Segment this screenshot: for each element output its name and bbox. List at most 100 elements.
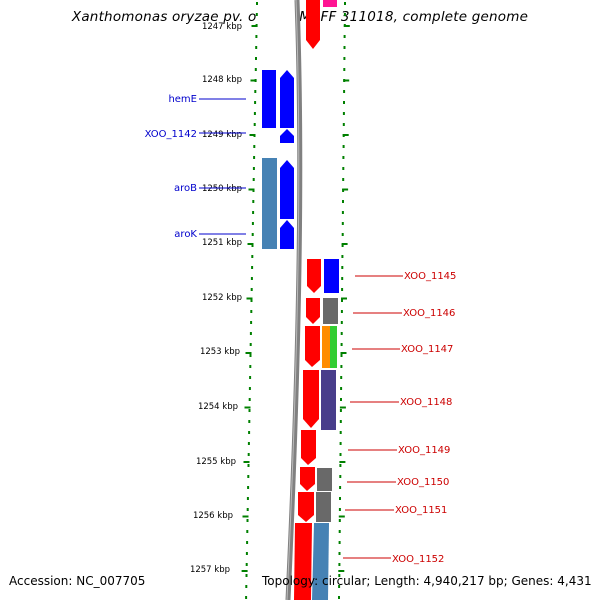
gene-red-5[interactable] [300,467,315,491]
gene-XOO_1146[interactable] [323,298,338,324]
scale-tick [252,200,255,203]
scale-major-tick [248,188,255,191]
gene-red-3[interactable] [305,326,320,367]
scale-tick [340,398,342,401]
scale-tick [251,266,254,269]
scale-tick [339,453,342,456]
gene-XOO_1151[interactable] [316,492,331,522]
scale-tick [253,145,256,148]
topology-text: Topology: circular; Length: 4,940,217 bp… [262,574,592,588]
gene-XOO_1150[interactable] [317,468,332,491]
scale-tick [250,310,253,313]
scale-tick [250,277,253,280]
scale-tick [245,574,248,577]
scale-tick [341,299,343,302]
right-gene-track [294,259,339,600]
scale-tick [339,486,342,489]
scale-tick [254,101,257,104]
scale-tick [342,167,345,170]
gene-label-aroB[interactable]: aroB [174,183,197,194]
scale-major-tick [247,243,254,245]
gene-box-top-magenta[interactable] [323,0,337,7]
scale-major-tick [343,25,350,27]
gene-XOO_1148[interactable] [321,370,336,430]
gene-XOO_1152[interactable] [312,523,329,600]
gene-red-7[interactable] [294,523,312,600]
kbp-label: 1247 kbp [202,22,242,32]
scale-tick [255,35,258,38]
gene-XOO_1147-b[interactable] [330,326,337,368]
scale-tick [339,497,341,500]
gene-label-XOO_1148[interactable]: XOO_1148 [400,397,452,408]
scale-major-tick [241,570,248,572]
scale-tick [248,409,251,412]
gene-XOO_1145[interactable] [324,259,339,293]
scale-tick-ruler [241,2,350,599]
scale-tick [339,409,342,412]
scale-tick [250,299,253,302]
gene-label-XOO_1145[interactable]: XOO_1145 [404,271,456,282]
kbp-label: 1257 kbp [190,565,230,575]
scale-tick [340,376,343,379]
scale-tick [343,35,346,38]
scale-major-tick [246,297,253,300]
scale-tick [251,233,254,236]
scale-major-tick [242,515,249,518]
gene-aroB[interactable] [280,160,294,219]
kbp-label: 1253 kbp [200,347,240,357]
gene-hemE[interactable] [280,70,294,128]
gene-XOO_1142[interactable] [280,129,294,143]
gene-label-XOO_1147[interactable]: XOO_1147 [401,344,453,355]
gene-label-XOO_1152[interactable]: XOO_1152 [392,554,444,565]
gene-label-XOO_1146[interactable]: XOO_1146 [403,308,455,319]
gene-aroB-a[interactable] [262,158,277,249]
gene-label-aroK[interactable]: aroK [174,229,197,240]
scale-tick [341,277,344,280]
gene-label-XOO_1151[interactable]: XOO_1151 [395,505,447,516]
gene-label-hemE[interactable]: hemE [168,94,197,105]
scale-tick [246,508,249,511]
scale-major-tick [244,406,251,409]
scale-tick [248,420,251,423]
gene-aroK[interactable] [280,220,294,249]
scale-tick [340,365,343,368]
scale-major-tick [343,79,350,82]
gene-red-4[interactable] [303,370,319,428]
scale-tick [249,343,252,346]
scale-tick [247,475,250,478]
gene-label-XOO_1150[interactable]: XOO_1150 [397,477,449,488]
scale-tick [249,332,252,335]
scale-major-tick [341,243,348,245]
scale-tick [250,321,253,324]
gene-red-2[interactable] [306,298,320,324]
kbp-label: 1251 kbp [202,238,242,248]
scale-tick [341,288,344,291]
gene-hemE-a[interactable] [262,70,276,128]
kbp-scale: 1247 kbp 1248 kbp 1249 kbp 1250 kbp 1251… [190,22,242,575]
scale-tick [253,156,256,159]
gene-red-1[interactable] [307,259,321,293]
scale-tick [338,552,341,555]
gene-XOO_1147[interactable] [322,326,330,368]
scale-tick [249,376,252,379]
scale-tick [341,222,344,225]
left-gene-labels: hemE XOO_1142 aroB aroK [145,94,246,240]
gene-label-XOO_1142[interactable]: XOO_1142 [145,129,197,140]
scale-tick [255,57,257,60]
scale-tick [246,541,249,544]
scale-tick [338,585,341,588]
kbp-label: 1252 kbp [202,293,242,303]
scale-tick [343,101,345,104]
gene-arrow-top-red[interactable] [306,0,320,49]
genome-backbone-highlight [286,0,300,600]
gene-XOO_1149[interactable] [301,430,316,465]
scale-tick [344,2,346,5]
scale-major-tick [243,461,250,463]
scale-major-tick [342,188,349,191]
gene-red-6[interactable] [298,492,314,522]
gene-label-XOO_1149[interactable]: XOO_1149 [398,445,450,456]
genome-backbone [285,0,303,600]
scale-tick [245,596,248,599]
scale-tick [338,574,341,577]
